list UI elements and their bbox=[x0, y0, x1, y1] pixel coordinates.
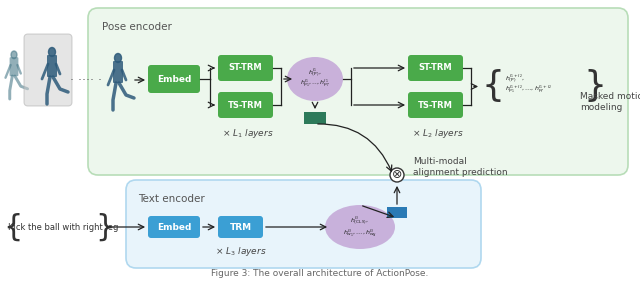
FancyBboxPatch shape bbox=[24, 34, 72, 106]
Text: $h^{l_1}_{\langle\mathrm{P}\rangle},$: $h^{l_1}_{\langle\mathrm{P}\rangle},$ bbox=[308, 67, 322, 79]
Text: Embed: Embed bbox=[157, 74, 191, 84]
Text: }: } bbox=[583, 70, 606, 103]
FancyBboxPatch shape bbox=[126, 180, 481, 268]
Text: $h^{l_1+l_2}_{\langle\mathrm{P}\rangle},$: $h^{l_1+l_2}_{\langle\mathrm{P}\rangle},… bbox=[505, 72, 525, 85]
FancyBboxPatch shape bbox=[88, 8, 628, 175]
FancyBboxPatch shape bbox=[113, 61, 123, 83]
Text: TS-TRM: TS-TRM bbox=[418, 101, 453, 109]
Text: $\times$ $L_3$ layers: $\times$ $L_3$ layers bbox=[214, 245, 266, 258]
FancyBboxPatch shape bbox=[218, 92, 273, 118]
Text: · · ·: · · · bbox=[70, 74, 90, 87]
Text: Text encoder: Text encoder bbox=[138, 194, 205, 204]
Text: $\times$ $L_2$ layers: $\times$ $L_2$ layers bbox=[412, 127, 463, 141]
Bar bbox=[387, 207, 407, 218]
Ellipse shape bbox=[390, 168, 404, 182]
FancyBboxPatch shape bbox=[218, 216, 263, 238]
Text: $\otimes$: $\otimes$ bbox=[391, 168, 403, 182]
FancyBboxPatch shape bbox=[408, 55, 463, 81]
FancyBboxPatch shape bbox=[218, 55, 273, 81]
Ellipse shape bbox=[325, 205, 395, 249]
Text: $h^{l_3}_{w_1},\ldots,h^{l_3}_{w_N}$: $h^{l_3}_{w_1},\ldots,h^{l_3}_{w_N}$ bbox=[343, 227, 377, 239]
Text: Masked motion
modeling: Masked motion modeling bbox=[580, 92, 640, 112]
Text: ST-TRM: ST-TRM bbox=[419, 64, 452, 72]
FancyBboxPatch shape bbox=[10, 57, 19, 76]
Text: Embed: Embed bbox=[157, 223, 191, 231]
Text: TRM: TRM bbox=[229, 223, 252, 231]
Text: $h^{l_3}_{\langle\mathrm{CLS}\rangle},$: $h^{l_3}_{\langle\mathrm{CLS}\rangle},$ bbox=[351, 215, 369, 227]
FancyBboxPatch shape bbox=[148, 216, 200, 238]
FancyBboxPatch shape bbox=[148, 65, 200, 93]
Text: Multi-modal
alignment prediction: Multi-modal alignment prediction bbox=[413, 157, 508, 177]
Ellipse shape bbox=[115, 54, 122, 62]
Text: $\times$ $L_1$ layers: $\times$ $L_1$ layers bbox=[221, 127, 273, 141]
Text: $h^{l_1+l_2}_{p_1},\ldots,h^{l_1+l_2}_{p_T}$: $h^{l_1+l_2}_{p_1},\ldots,h^{l_1+l_2}_{p… bbox=[505, 84, 552, 95]
Text: Kick the ball with right leg: Kick the ball with right leg bbox=[8, 223, 118, 231]
Text: $h^{l_1}_{p_1},\!\ldots\!,h^{l_1}_{p_T}$: $h^{l_1}_{p_1},\!\ldots\!,h^{l_1}_{p_T}$ bbox=[300, 78, 330, 90]
FancyBboxPatch shape bbox=[47, 55, 57, 77]
Ellipse shape bbox=[49, 48, 56, 56]
Text: · · ·: · · · bbox=[82, 74, 102, 87]
Text: Pose encoder: Pose encoder bbox=[102, 22, 172, 32]
Ellipse shape bbox=[11, 51, 17, 59]
FancyBboxPatch shape bbox=[408, 92, 463, 118]
Text: {: { bbox=[3, 213, 22, 241]
Text: Figure 3: The overall architecture of ActionPose.: Figure 3: The overall architecture of Ac… bbox=[211, 268, 429, 278]
Bar bbox=[304, 112, 326, 124]
Ellipse shape bbox=[287, 57, 343, 101]
Text: TS-TRM: TS-TRM bbox=[228, 101, 263, 109]
Text: }: } bbox=[95, 213, 115, 241]
Text: ST-TRM: ST-TRM bbox=[228, 64, 262, 72]
Text: {: { bbox=[481, 70, 504, 103]
